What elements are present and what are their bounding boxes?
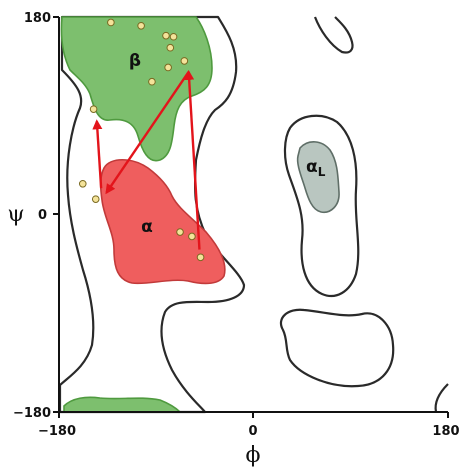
alpha-l-label-sub: L [318, 165, 326, 179]
alpha-region-label: α [141, 217, 153, 237]
data-point-12 [176, 228, 184, 236]
alpha-l-label-main: α [306, 157, 318, 177]
data-point-3 [162, 31, 170, 40]
data-point-6 [180, 57, 189, 65]
data-point-5 [166, 43, 175, 52]
data-point-2 [137, 21, 145, 30]
data-point-14 [196, 253, 205, 262]
alpha-l-region-label: αL [306, 157, 326, 179]
data-point-13 [188, 232, 196, 241]
outline-bottom-right [279, 308, 395, 388]
axes [53, 16, 449, 418]
data-point-8 [148, 77, 156, 86]
y-axis-title: ψ [7, 202, 24, 227]
transition-arrow-1 [92, 119, 103, 189]
beta-region [60, 16, 213, 162]
x-axis-title: ϕ [246, 443, 261, 468]
beta-region-bottom [63, 396, 182, 413]
data-point-10 [78, 179, 87, 188]
data-points [78, 18, 205, 262]
transition-arrow-2 [184, 69, 201, 250]
x-tick-label-left: −180 [38, 424, 76, 439]
x-tick-label-center: 0 [248, 424, 257, 439]
alpha-region [99, 158, 226, 285]
outline-top-left [58, 15, 246, 414]
y-tick-label-top: 180 [24, 11, 51, 26]
data-point-9 [89, 105, 98, 113]
x-tick-label-right: 180 [432, 424, 459, 439]
y-tick-label-bottom: −180 [13, 406, 51, 421]
data-point-1 [107, 18, 115, 27]
data-point-4 [169, 32, 178, 41]
allowed-region-outlines [58, 15, 449, 414]
outline-alpha-l [283, 114, 360, 298]
data-point-11 [91, 195, 100, 203]
alpha-l-region [296, 141, 340, 214]
data-point-7 [164, 63, 172, 72]
outline-top-right [313, 16, 354, 54]
outline-corner-bottom-right [434, 383, 449, 413]
transition-arrow-3 [105, 71, 190, 195]
beta-region-label: β [129, 51, 141, 71]
transition-arrows [92, 69, 201, 250]
y-tick-label-center: 0 [38, 208, 47, 223]
